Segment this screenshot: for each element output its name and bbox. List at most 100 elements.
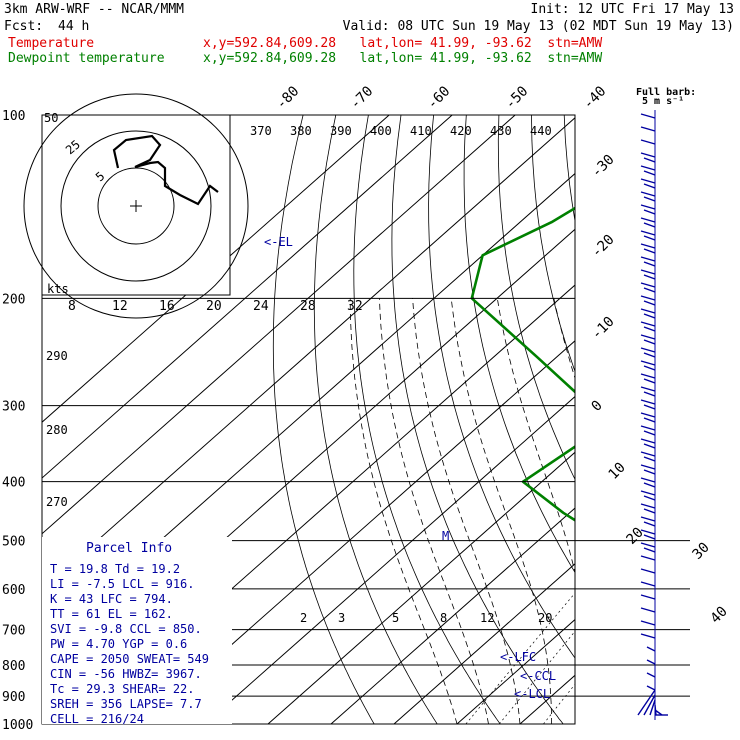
mixing-ratio-label: 28 <box>300 299 316 314</box>
wind-barb-half <box>643 391 656 397</box>
theta-label-left: 270 <box>46 495 68 509</box>
parcel-info-row: SVI = -9.8 CCL = 850. <box>50 622 202 636</box>
isotherm-line <box>42 115 453 479</box>
mixing-ratio-label: 20 <box>538 611 552 625</box>
dry-adiabat <box>428 115 575 659</box>
dewpoint-location: x,y=592.84,609.28 lat,lon= 41.99, -93.62… <box>203 51 603 66</box>
dry-adiabat <box>695 115 740 724</box>
mixing-ratio-label: 16 <box>159 299 175 314</box>
isotherm-line <box>42 115 390 423</box>
wind-barb <box>640 438 656 444</box>
isotherm-label-right: 10 <box>606 460 629 483</box>
wind-barb <box>640 490 656 496</box>
forecast-hour: 44 h <box>58 19 90 34</box>
pressure-tick-label: 700 <box>2 624 25 639</box>
theta-label-top: 380 <box>290 124 312 138</box>
hodograph-ring <box>97 167 175 245</box>
wind-barb-half <box>643 235 656 241</box>
theta-label-top: 430 <box>490 124 512 138</box>
wind-barb <box>640 516 656 522</box>
wind-barb <box>646 646 656 652</box>
wind-barb-half <box>643 300 656 306</box>
isotherm-label-top: -60 <box>424 83 453 112</box>
pressure-tick-label: 800 <box>2 659 25 674</box>
mixing-ratio-label: 24 <box>253 299 269 314</box>
isotherm-label-right: 0 <box>589 398 606 415</box>
mixing-ratio-label: 12 <box>112 299 128 314</box>
dewpoint-legend: Dewpoint temperature <box>8 51 165 66</box>
wind-barb <box>640 425 656 431</box>
parcel-info-row: SREH = 356 LAPSE= 7.7 <box>50 697 202 711</box>
isotherm-line <box>393 563 575 724</box>
wind-barb <box>640 399 656 405</box>
wind-barb-half <box>643 521 656 527</box>
mixing-ratio-label: 12 <box>480 611 494 625</box>
wind-barb <box>640 360 656 366</box>
dry-adiabat <box>727 115 740 724</box>
wind-barb-half <box>643 339 656 345</box>
wind-barb <box>640 334 656 340</box>
pressure-tick-label: 600 <box>2 583 25 598</box>
wind-barb <box>640 373 656 379</box>
parcel-info-row: Tc = 29.3 SHEAR= 22. <box>50 682 195 696</box>
wind-barb-half <box>643 469 656 475</box>
temperature-legend: Temperature <box>8 36 95 51</box>
moist-adiabat <box>379 298 489 724</box>
dry-adiabat <box>391 115 564 724</box>
wind-barb-half <box>643 326 656 332</box>
wind-barb <box>640 191 656 197</box>
parcel-info-row: LI = -7.5 LCL = 916. <box>50 577 195 591</box>
wind-barb-half <box>643 274 656 280</box>
plot-frame <box>41 114 576 725</box>
parcel-info-row: CIN = -56 HWBZ= 3967. <box>50 667 202 681</box>
pressure-tick-label: 200 <box>2 292 25 307</box>
wind-barb-half <box>643 313 656 319</box>
wind-barb-half <box>643 196 656 202</box>
wind-barb <box>640 243 656 249</box>
wind-barb <box>640 607 656 613</box>
dry-adiabat <box>563 115 575 224</box>
m-marker: M <box>442 529 449 543</box>
wind-barb-half <box>643 157 656 163</box>
wind-barb <box>640 594 656 600</box>
wind-barb <box>640 308 656 314</box>
ccl-marker: <-CCL <box>520 669 556 683</box>
pressure-tick-label: 300 <box>2 400 25 415</box>
wind-barb <box>640 386 656 392</box>
pressure-tick-label: 900 <box>2 690 25 705</box>
isotherm-label-right: -20 <box>589 232 618 261</box>
wind-barb <box>640 568 656 574</box>
wind-barb <box>640 230 656 236</box>
wind-barb <box>640 295 656 301</box>
wind-barb <box>646 659 656 665</box>
wind-barb-half <box>643 222 656 228</box>
wind-barb-half <box>643 547 656 553</box>
pressure-tick-label: 400 <box>2 476 25 491</box>
moist-adiabat <box>412 298 521 724</box>
wind-barb-half <box>643 248 656 254</box>
mixing-ratio-label: 8 <box>68 299 76 314</box>
pressure-tick-label: 1000 <box>2 718 33 733</box>
isotherm-line <box>42 115 516 535</box>
parcel-info-row: CELL = 216/24 <box>50 712 144 726</box>
parcel-info-row: T = 19.8 Td = 19.2 <box>50 562 180 576</box>
parcel-info-row: K = 43 LFC = 794. <box>50 592 173 606</box>
dry-adiabat <box>597 115 740 724</box>
dry-adiabat <box>313 115 438 724</box>
dry-adiabat <box>531 115 575 373</box>
moist-adiabat <box>553 298 575 380</box>
wind-barb-half <box>643 209 656 215</box>
isotherm-line <box>330 507 575 724</box>
dry-adiabat <box>353 115 501 724</box>
parcel-info-title: Parcel Info <box>86 541 172 556</box>
wind-barb <box>640 555 656 561</box>
wind-barb <box>640 451 656 457</box>
isotherm-line <box>646 115 740 724</box>
theta-label-top: 410 <box>410 124 432 138</box>
wind-barb-half <box>643 482 656 488</box>
lcl-marker: <-LCL <box>514 687 550 701</box>
wind-barb-half <box>643 430 656 436</box>
wind-barb <box>640 620 656 626</box>
theta-label-left: 290 <box>46 349 68 363</box>
mixing-ratio-label: 8 <box>440 611 447 625</box>
